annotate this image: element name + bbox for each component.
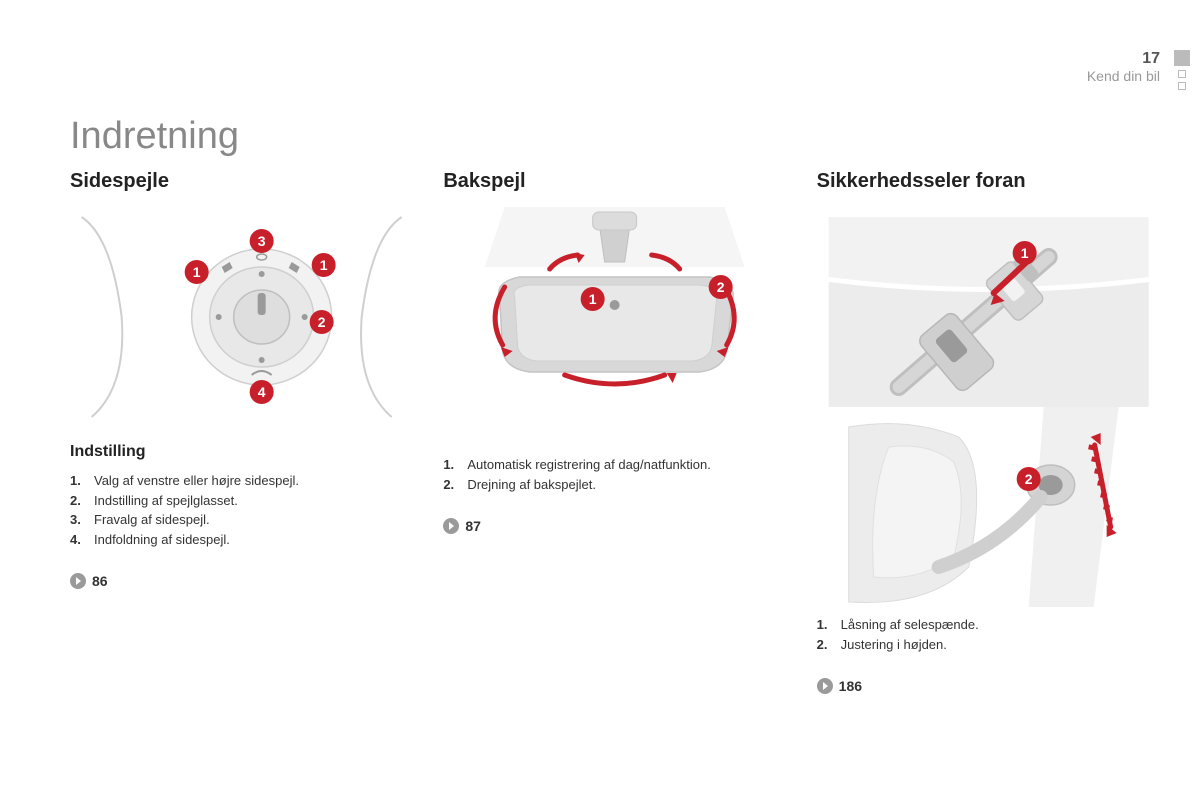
callout-1-right: 1 xyxy=(312,253,336,277)
corner-decor xyxy=(1174,50,1190,90)
svg-text:2: 2 xyxy=(1024,471,1032,487)
heading-bakspejl: Bakspejl xyxy=(443,170,786,193)
svg-text:1: 1 xyxy=(320,257,328,273)
page-number: 17 xyxy=(1087,50,1160,68)
illustration-rearview-mirror: 1 2 xyxy=(443,207,786,427)
illustration-seatbelt-buckle: 1 xyxy=(817,207,1160,407)
list-sidespejle: 1.Valg af venstre eller højre sidespejl.… xyxy=(70,471,413,549)
list-bakspejl: 1.Automatisk registrering af dag/natfunk… xyxy=(443,455,786,494)
heading-sikkerhedsseler: Sikkerhedsseler foran xyxy=(817,170,1160,193)
svg-text:1: 1 xyxy=(589,291,597,307)
section-label: Kend din bil xyxy=(1087,68,1160,84)
svg-text:1: 1 xyxy=(193,264,201,280)
callout-1: 1 xyxy=(581,287,605,311)
page-title: Indretning xyxy=(70,115,239,158)
svg-text:4: 4 xyxy=(258,384,266,400)
content-columns: Sidespejle 1 xyxy=(70,170,1160,694)
svg-text:1: 1 xyxy=(1020,245,1028,261)
list-sikkerhedsseler: 1.Låsning af selespænde. 2.Justering i h… xyxy=(817,615,1160,654)
page-ref-sidespejle: 86 xyxy=(70,573,413,589)
page-ref-icon xyxy=(443,518,459,534)
list-item: 1.Valg af venstre eller højre sidespejl. xyxy=(70,471,413,491)
callout-1: 1 xyxy=(1012,241,1036,265)
page-ref-bakspejl: 87 xyxy=(443,518,786,534)
heading-sidespejle: Sidespejle xyxy=(70,170,413,193)
column-sidespejle: Sidespejle 1 xyxy=(70,170,413,694)
list-item: 2.Justering i højden. xyxy=(817,635,1160,655)
page-ref-sikkerhedsseler: 186 xyxy=(817,678,1160,694)
decor-box-small xyxy=(1178,82,1186,90)
list-item: 2.Drejning af bakspejlet. xyxy=(443,475,786,495)
svg-text:2: 2 xyxy=(318,314,326,330)
list-item: 1.Automatisk registrering af dag/natfunk… xyxy=(443,455,786,475)
callout-4: 4 xyxy=(250,380,274,404)
list-item: 2.Indstilling af spejlglasset. xyxy=(70,491,413,511)
callout-3: 3 xyxy=(250,229,274,253)
page-ref-number: 86 xyxy=(92,573,108,589)
illustration-seatbelt-height: 2 xyxy=(817,407,1160,607)
decor-box xyxy=(1174,50,1190,66)
illustration-mirror-control: 1 3 1 2 4 xyxy=(70,207,413,427)
svg-text:3: 3 xyxy=(258,233,266,249)
column-sikkerhedsseler: Sikkerhedsseler foran 1 xyxy=(817,170,1160,694)
list-item: 4.Indfoldning af sidespejl. xyxy=(70,530,413,550)
svg-text:2: 2 xyxy=(717,279,725,295)
page-ref-number: 186 xyxy=(839,678,862,694)
page-ref-icon xyxy=(70,573,86,589)
list-item: 1.Låsning af selespænde. xyxy=(817,615,1160,635)
callout-2: 2 xyxy=(310,310,334,334)
callout-1-left: 1 xyxy=(185,260,209,284)
page-ref-icon xyxy=(817,678,833,694)
decor-box-small xyxy=(1178,70,1186,78)
list-item: 3.Fravalg af sidespejl. xyxy=(70,510,413,530)
page-ref-number: 87 xyxy=(465,518,481,534)
callout-2: 2 xyxy=(1016,467,1040,491)
callout-2: 2 xyxy=(709,275,733,299)
subheading-indstilling: Indstilling xyxy=(70,443,413,461)
page-header: 17 Kend din bil xyxy=(1087,50,1160,84)
column-bakspejl: Bakspejl 1 xyxy=(443,170,786,694)
